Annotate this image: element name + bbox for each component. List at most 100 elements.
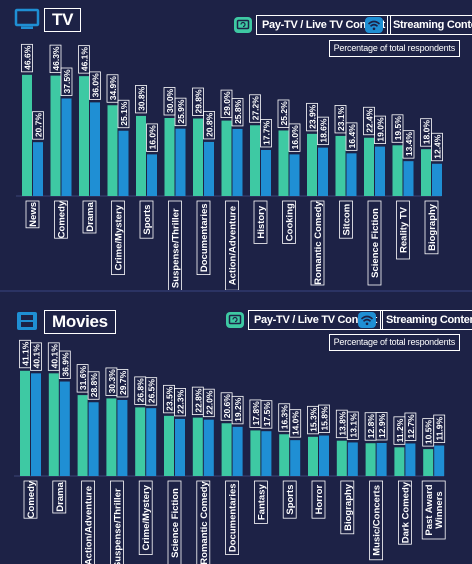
bar-streaming xyxy=(232,128,243,196)
value-label-box xyxy=(146,123,158,152)
category-label: Science Fiction xyxy=(367,200,382,286)
value-label-box xyxy=(375,412,388,441)
wifi-icon xyxy=(358,312,376,328)
value-label: 16.4% xyxy=(345,122,358,151)
value-label: 40.1% xyxy=(30,342,42,371)
value-label: 23.9% xyxy=(306,102,318,132)
category-label-text: Cooking xyxy=(285,203,296,241)
value-label-box xyxy=(60,67,73,96)
category-label: Past Award Winners xyxy=(421,480,446,540)
value-label: 34.9% xyxy=(106,74,119,103)
value-label-box xyxy=(203,111,215,140)
value-label-text: 40.1% xyxy=(32,344,42,369)
category-label-box xyxy=(424,200,439,255)
value-label-text: 17.8% xyxy=(251,401,261,426)
category-label-box xyxy=(367,200,382,286)
category-label-text: Sports xyxy=(142,205,153,235)
value-label-box xyxy=(30,342,42,371)
bar-pay-tv xyxy=(365,443,376,476)
value-label: 23.1% xyxy=(334,105,347,134)
category-label: Biography xyxy=(340,480,355,535)
category-label-box xyxy=(282,200,296,244)
category-label-text: Science Fiction xyxy=(370,208,381,278)
bar-pay-tv xyxy=(364,137,374,196)
value-label-text: 23.1% xyxy=(336,106,346,131)
section-divider xyxy=(0,290,472,292)
value-label: 12.4% xyxy=(431,132,443,162)
wifi-icon xyxy=(365,17,383,33)
value-label-box xyxy=(117,99,130,129)
category-label: Action/Adventure xyxy=(81,480,95,564)
value-label: 46.3% xyxy=(49,44,62,74)
value-label: 29.8% xyxy=(192,87,204,116)
value-label-box xyxy=(288,123,301,152)
value-label-text: 17.5% xyxy=(262,402,272,427)
category-label-box xyxy=(110,480,124,564)
category-label-text: Documentaries xyxy=(199,203,210,272)
value-label-box xyxy=(334,105,347,134)
category-label-text: Suspense/Thriller xyxy=(171,208,182,288)
bar-pay-tv xyxy=(250,125,260,196)
category-label-text: Suspense/Thriller xyxy=(112,488,123,564)
value-label-box xyxy=(231,98,244,127)
bar-pay-tv xyxy=(106,398,117,476)
category-label-box xyxy=(196,480,211,564)
category-label: Documentaries xyxy=(196,200,211,275)
category-label-box xyxy=(168,200,182,290)
category-label: Cooking xyxy=(282,200,296,244)
value-label-text: 23.5% xyxy=(165,386,175,411)
value-label-text: 19.0% xyxy=(376,117,386,142)
value-label-text: 20.8% xyxy=(205,112,215,137)
value-label-box xyxy=(346,411,359,440)
bar-pay-tv xyxy=(221,423,232,476)
category-label-box xyxy=(253,200,268,244)
category-label: Sports xyxy=(282,480,297,519)
category-label-box xyxy=(23,480,38,519)
value-label-box xyxy=(174,388,186,417)
category-label-box xyxy=(397,480,412,545)
value-label-text: 11.9% xyxy=(435,416,445,440)
value-label: 19.2% xyxy=(231,395,244,425)
bar-streaming xyxy=(347,442,358,476)
category-label-text: Science Fiction xyxy=(170,488,181,558)
bar-streaming xyxy=(118,130,129,196)
value-label-box xyxy=(87,371,100,400)
bar-pay-tv xyxy=(335,135,346,196)
value-label: 16.0% xyxy=(288,123,301,152)
value-label: 19.5% xyxy=(391,114,404,143)
value-label: 37.5% xyxy=(60,67,73,96)
bar-streaming xyxy=(175,128,186,196)
value-label: 22.4% xyxy=(363,106,375,136)
value-label-box xyxy=(89,71,101,100)
value-label-text: 22.4% xyxy=(365,108,375,133)
category-label: Crime/Mystery xyxy=(138,480,153,555)
value-label-box xyxy=(260,400,273,429)
value-label-text: 10.5% xyxy=(424,420,434,445)
category-label-box xyxy=(225,200,239,290)
category-label-box xyxy=(196,200,211,275)
category-label: Drama xyxy=(52,480,67,514)
bar-streaming xyxy=(147,154,157,196)
value-label-text: 31.6% xyxy=(78,366,88,391)
tv-chart: 46.6% 20.7% News 46.3%37.5% Comedy 46.1%36.0%… xyxy=(16,43,443,290)
value-label-box xyxy=(431,132,443,162)
value-label: 22.3% xyxy=(174,388,186,417)
tv-panel: TV Pay-TV / Live TV Content Streaming Co… xyxy=(14,8,472,290)
value-label: 28.8% xyxy=(87,371,100,400)
category-label-text: Romantic Comedy xyxy=(199,481,210,564)
value-label: 29.7% xyxy=(116,369,129,398)
value-label-text: 26.5% xyxy=(147,379,157,404)
category-label: Drama xyxy=(82,200,97,234)
category-label-text: Sitcom xyxy=(342,204,353,236)
tv-refresh-icon xyxy=(234,17,252,33)
value-label-box xyxy=(289,409,302,438)
category-label-text: Documentaries xyxy=(228,483,239,552)
movies-title: Movies xyxy=(44,310,116,334)
value-label: 41.1% xyxy=(19,339,31,369)
value-label-text: 12.7% xyxy=(406,414,416,439)
value-label-box xyxy=(116,369,129,398)
value-label: 26.5% xyxy=(145,377,158,406)
bar-streaming xyxy=(204,141,214,196)
bar-streaming xyxy=(232,426,243,476)
value-label-box xyxy=(21,43,33,73)
